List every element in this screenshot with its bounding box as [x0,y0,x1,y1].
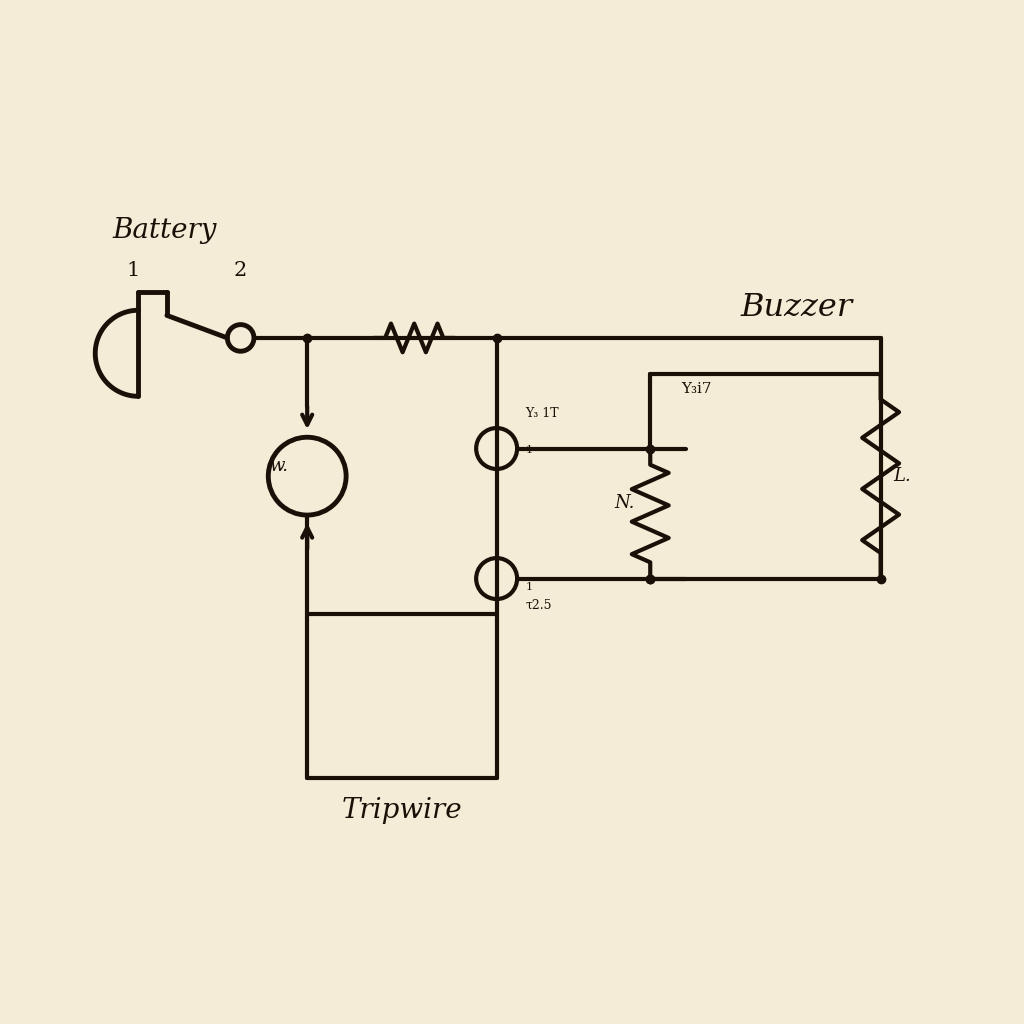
Text: 1: 1 [525,445,532,456]
Text: Buzzer: Buzzer [740,292,852,323]
Text: N.: N. [614,495,635,512]
Text: Battery: Battery [113,217,217,244]
Text: τ2.5: τ2.5 [525,599,552,612]
Text: Y₃ 1T: Y₃ 1T [525,407,559,420]
Text: L.: L. [893,467,910,485]
Text: Y₃i7: Y₃i7 [681,382,712,396]
Text: 1: 1 [126,260,140,280]
Text: 1: 1 [525,582,532,592]
Text: Tripwire: Tripwire [342,797,462,823]
Text: 2: 2 [234,260,247,280]
Text: w.: w. [269,457,289,475]
